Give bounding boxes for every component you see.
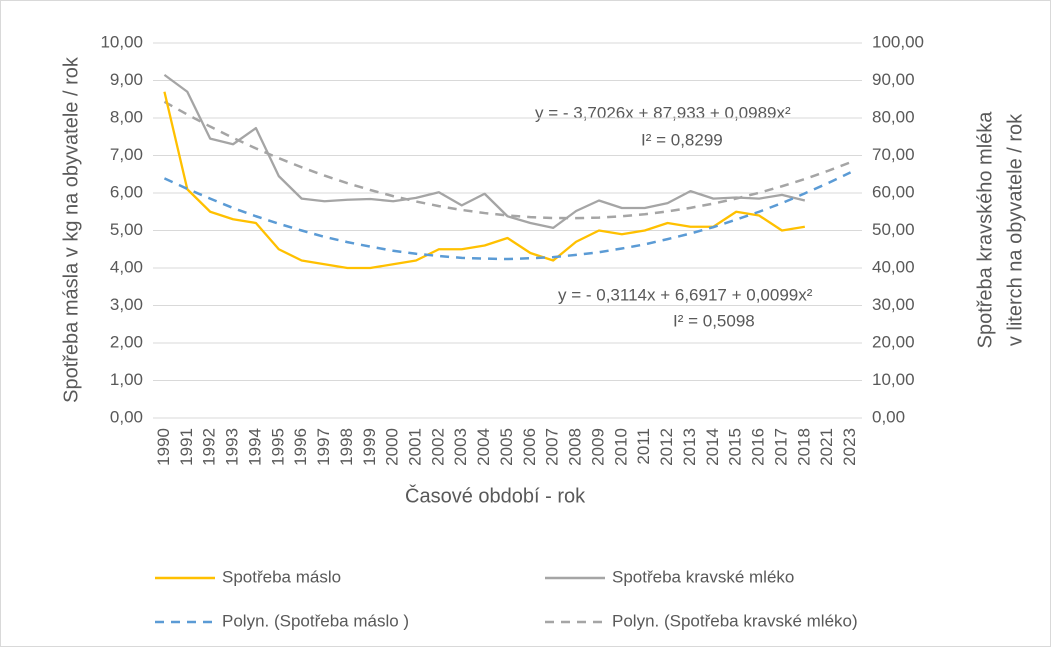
x-tick-label: 2007: [543, 428, 562, 466]
y2-tick-label: 20,00: [872, 332, 915, 351]
x-tick-label: 1993: [223, 428, 242, 466]
series-line: [163, 171, 852, 261]
x-tick-label: 2021: [817, 428, 836, 466]
x-tick-label: 2003: [451, 428, 470, 466]
legend-label: Polyn. (Spotřeba máslo ): [222, 611, 409, 630]
x-tick-label: 2004: [474, 428, 493, 466]
y-tick-label: 6,00: [110, 182, 143, 201]
x-tick-label: 1990: [154, 428, 173, 466]
annotation: y = - 0,3114x + 6,6917 + 0,0099x²: [558, 285, 813, 304]
y2-tick-label: 30,00: [872, 295, 915, 314]
x-tick-label: 1994: [245, 428, 264, 466]
x-tick-label: 1996: [291, 428, 310, 466]
x-tick-label: 2012: [657, 428, 676, 466]
x-tick-label: 1991: [177, 428, 196, 466]
x-tick-label: 1997: [314, 428, 333, 466]
y2-tick-label: 70,00: [872, 145, 915, 164]
y2-tick-label: 0,00: [872, 407, 905, 426]
x-tick-label: 1998: [337, 428, 356, 466]
series-line: [163, 91, 806, 270]
x-tick-label: 2013: [680, 428, 699, 466]
y2-tick-label: 90,00: [872, 70, 915, 89]
y-tick-label: 5,00: [110, 220, 143, 239]
y-tick-label: 7,00: [110, 145, 143, 164]
y-tick-label: 1,00: [110, 370, 143, 389]
series-line: [163, 100, 852, 220]
y2-tick-label: 100,00: [872, 32, 924, 51]
legend-label: Spotřeba máslo: [222, 567, 341, 586]
y-tick-label: 9,00: [110, 70, 143, 89]
x-tick-label: 1999: [360, 428, 379, 466]
x-tick-label: 1992: [200, 428, 219, 466]
x-tick-label: 2017: [771, 428, 790, 466]
x-tick-label: 2006: [520, 428, 539, 466]
x-tick-label: 2000: [383, 428, 402, 466]
y2-tick-label: 10,00: [872, 370, 915, 389]
y-axis-title: Spotřeba másla v kg na obyvatele / rok: [60, 56, 82, 403]
y2-axis-title: v literch na obyvatele / rok: [1004, 113, 1026, 346]
x-tick-label: 2015: [726, 428, 745, 466]
annotation: I² = 0,5098: [673, 311, 755, 330]
y2-tick-label: 40,00: [872, 257, 915, 276]
y2-axis-title: Spotřeba kravského mléka: [974, 111, 996, 349]
annotation: I² = 0,8299: [641, 130, 723, 149]
x-tick-label: 2009: [588, 428, 607, 466]
x-tick-label: 2023: [840, 428, 859, 466]
x-tick-label: 2014: [703, 428, 722, 466]
x-tick-label: 2010: [611, 428, 630, 466]
x-tick-label: 2018: [794, 428, 813, 466]
x-tick-label: 2002: [428, 428, 447, 466]
y2-tick-label: 50,00: [872, 220, 915, 239]
legend-label: Polyn. (Spotřeba kravské mléko): [612, 611, 858, 630]
x-tick-label: 2016: [749, 428, 768, 466]
y2-tick-label: 60,00: [872, 182, 915, 201]
x-tick-label: 2011: [634, 428, 653, 465]
y2-tick-label: 80,00: [872, 107, 915, 126]
legend-label: Spotřeba kravské mléko: [612, 567, 794, 586]
y-tick-label: 2,00: [110, 332, 143, 351]
x-axis-title: Časové období - rok: [405, 484, 586, 507]
y-tick-label: 4,00: [110, 257, 143, 276]
x-tick-label: 2005: [497, 428, 516, 466]
x-tick-label: 1995: [268, 428, 287, 466]
y-tick-label: 10,00: [100, 32, 143, 51]
series-line: [163, 73, 806, 230]
y-tick-label: 3,00: [110, 295, 143, 314]
x-tick-label: 2001: [406, 428, 425, 466]
x-tick-label: 2008: [566, 428, 585, 466]
annotation: y = - 3,7026x + 87,933 + 0,0989x²: [535, 103, 791, 122]
y-tick-label: 0,00: [110, 407, 143, 426]
y-tick-label: 8,00: [110, 107, 143, 126]
